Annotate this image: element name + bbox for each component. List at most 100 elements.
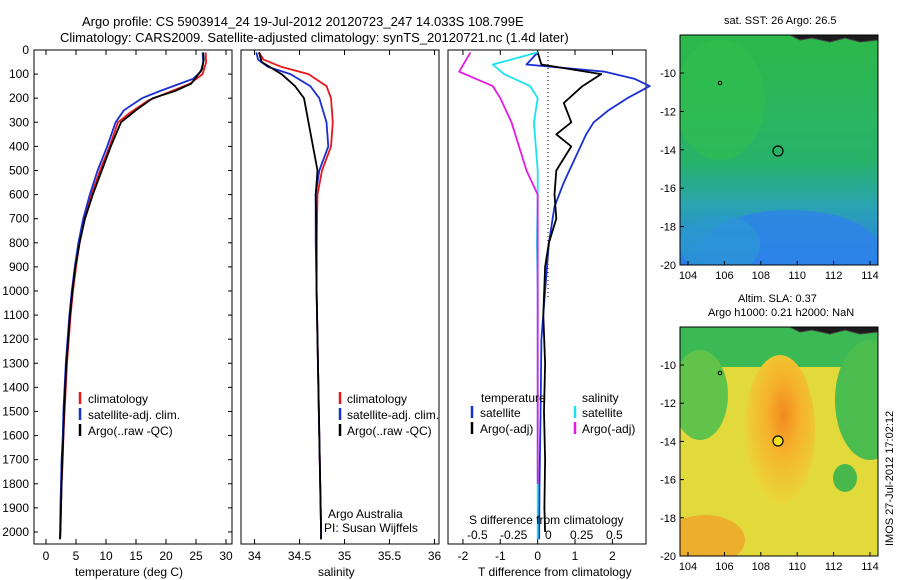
difference-xlabel: T difference from climatology: [478, 565, 632, 579]
map-y-tick-label: -16: [660, 183, 676, 195]
sla-green-patch: [680, 350, 728, 440]
y-tick-label: 500: [9, 163, 29, 177]
y-tick-label: 1300: [2, 356, 29, 370]
temperature-legend: climatology satellite-adj. clim. Argo(..…: [78, 392, 180, 438]
coastline: [789, 35, 878, 43]
legend-climatology: climatology: [347, 392, 407, 406]
y-tick-label: 1600: [2, 429, 29, 443]
salinity-x-ticks: 34 34.5 35 35.5 36: [248, 50, 442, 563]
map-x-tick-label: 106: [715, 561, 733, 573]
y-tick-label: 600: [9, 188, 29, 202]
x-tick-label: 1: [572, 549, 579, 563]
y-tick-label: 400: [9, 139, 29, 153]
station-marker: [717, 80, 723, 86]
sst-warm-patch: [680, 40, 765, 160]
x-tick-label: 15: [129, 549, 143, 563]
argo-location-marker: [772, 435, 784, 447]
legend-s-argo: Argo(-adj): [582, 422, 635, 436]
y-tick-label: 800: [9, 236, 29, 250]
x-tick-label: 0: [43, 549, 50, 563]
map-y-tick-label: -18: [660, 513, 676, 525]
series-line-temperature-satellite: [525, 51, 651, 540]
y-tick-label: 1800: [2, 477, 29, 491]
s-tick-label: -0.5: [467, 528, 488, 542]
map-x-tick-label: 114: [861, 561, 879, 573]
map-y-tick-label: -20: [660, 260, 676, 272]
x-tick-label: 35.5: [378, 549, 402, 563]
sla-map: Altim. SLA: 0.37 Argo h1000: 0.21 h2000:…: [660, 293, 879, 573]
map-x-tick-label: 104: [679, 270, 697, 282]
y-tick-label: 1700: [2, 453, 29, 467]
sla-map-title2: Argo h1000: 0.21 h2000: NaN: [708, 307, 854, 319]
map-x-tick-label: 104: [679, 561, 697, 573]
argo-location-marker: [772, 145, 784, 157]
difference-panel: -2 -1 0 1 2 T difference from climatology S …: [447, 49, 651, 579]
s-tick-label: 0: [545, 528, 552, 542]
y-tick-label: 200: [9, 91, 29, 105]
x-tick-label: 20: [159, 549, 173, 563]
map-y-tick-label: -10: [660, 360, 676, 372]
salinity-lines: [255, 51, 334, 540]
y-tick-label: 900: [9, 260, 29, 274]
sst-cool-patch: [680, 215, 760, 265]
salinity-axes: [240, 49, 440, 545]
x-tick-label: 25: [189, 549, 203, 563]
map-x-tick-label: 106: [715, 270, 733, 282]
map-x-tick-label: 108: [752, 270, 770, 282]
difference-legend: temperature salinity satellite Argo(-adj…: [470, 391, 635, 436]
footer-credit: IMOS 27-Jul-2012 17:02:12: [884, 411, 896, 546]
x-tick-label: 36: [428, 549, 442, 563]
map-y-tick-label: -12: [660, 398, 676, 410]
temperature-xlabel: temperature (deg C): [75, 565, 183, 579]
map-y-tick-label: -18: [660, 222, 676, 234]
s-tick-label: -0.25: [500, 528, 528, 542]
legend-satellite: satellite-adj. clim.: [88, 408, 180, 422]
sla-map-ticks: 104 106 108 110 112 114 -10 -12 -14 -16 -18 -20: [660, 360, 879, 573]
map-x-tick-label: 112: [825, 561, 843, 573]
series-line-temperature-argo: [536, 52, 603, 533]
sst-map-title: sat. SST: 26 Argo: 26.5: [724, 15, 837, 27]
legend-header-salinity: salinity: [582, 391, 619, 405]
coastline: [789, 327, 878, 335]
series-line-salinity-argo: [458, 51, 539, 484]
annotation-argo-australia: Argo Australia: [328, 507, 403, 521]
series-line-argo: [258, 52, 322, 540]
map-x-tick-label: 110: [788, 561, 806, 573]
y-tick-label: 1200: [2, 332, 29, 346]
y-tick-label: 1500: [2, 404, 29, 418]
station-marker: [717, 370, 723, 376]
x-tick-label: 34: [248, 549, 262, 563]
legend-satellite: satellite-adj. clim.: [347, 408, 439, 422]
sla-warm-patch: [680, 515, 745, 556]
salinity-legend: climatology satellite-adj. clim. Argo(..…: [338, 392, 439, 438]
x-tick-label: -2: [458, 549, 469, 563]
sst-map: sat. SST: 26 Argo: 26.5 104 106 108 110 112 1…: [660, 15, 879, 282]
y-tick-label: 1000: [2, 284, 29, 298]
sla-warm-core: [745, 355, 815, 505]
legend-t-argo: Argo(-adj): [480, 422, 533, 436]
map-y-tick-label: -14: [660, 436, 676, 448]
map-x-tick-label: 114: [861, 270, 879, 282]
map-y-tick-label: -20: [660, 551, 676, 563]
y-tick-label: 0: [22, 43, 29, 57]
map-y-tick-label: -10: [660, 68, 676, 80]
x-tick-label: 10: [99, 549, 113, 563]
sst-map-ticks: 104 106 108 110 112 114 -10 -12 -14 -16 -18 -20: [660, 68, 879, 282]
s-tick-label: 0.5: [606, 528, 623, 542]
x-tick-label: 30: [219, 549, 233, 563]
legend-header-temperature: temperature: [481, 391, 546, 405]
difference-xlabel-salinity: S difference from climatology: [469, 513, 624, 527]
s-tick-label: 0.25: [570, 528, 594, 542]
sla-green-patch: [835, 340, 878, 460]
y-tick-label: 300: [9, 115, 29, 129]
header-line1: Argo profile: CS 5903914_24 19-Jul-2012 …: [82, 14, 524, 29]
map-y-tick-label: -14: [660, 145, 676, 157]
map-y-tick-label: -16: [660, 475, 676, 487]
annotation-pi: PI: Susan Wijffels: [324, 521, 418, 535]
sla-map-title1: Altim. SLA: 0.37: [738, 293, 817, 305]
series-line-argo: [59, 52, 205, 540]
legend-t-satellite: satellite: [480, 406, 521, 420]
temperature-x-ticks: 0 5 10 15 20 25 30: [43, 50, 233, 563]
temperature-lines: [58, 52, 208, 540]
